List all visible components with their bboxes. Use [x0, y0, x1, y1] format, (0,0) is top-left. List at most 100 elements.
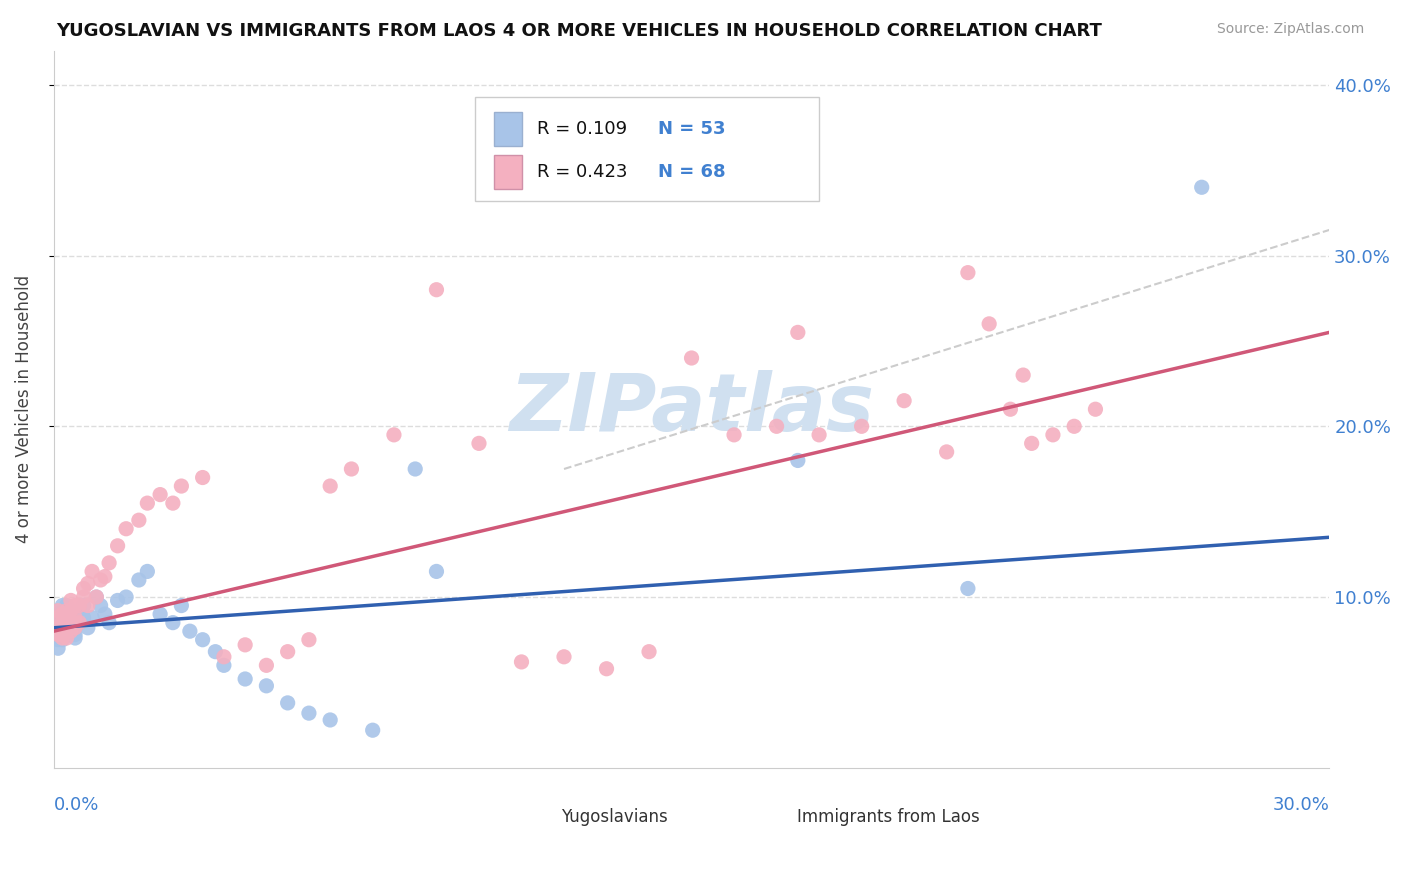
Point — [277, 696, 299, 710]
Point — [851, 419, 873, 434]
Point — [98, 615, 121, 630]
Point — [55, 604, 77, 618]
Text: N = 53: N = 53 — [658, 120, 725, 138]
Point — [51, 615, 73, 630]
Point — [254, 658, 277, 673]
Point — [82, 610, 104, 624]
Point — [51, 607, 73, 621]
Point — [191, 470, 214, 484]
Text: R = 0.109: R = 0.109 — [537, 120, 627, 138]
Point — [46, 624, 69, 639]
Point — [90, 599, 112, 613]
Y-axis label: 4 or more Vehicles in Household: 4 or more Vehicles in Household — [15, 275, 32, 543]
Point — [67, 604, 90, 618]
Point — [51, 599, 73, 613]
Point — [162, 615, 184, 630]
Text: 0.0%: 0.0% — [53, 797, 100, 814]
Point — [98, 556, 121, 570]
Point — [170, 479, 193, 493]
Point — [956, 266, 979, 280]
Point — [425, 565, 447, 579]
Point — [59, 604, 82, 618]
Point — [55, 604, 77, 618]
Point — [59, 614, 82, 628]
Point — [361, 723, 384, 738]
Point — [1042, 427, 1064, 442]
Point — [277, 645, 299, 659]
Point — [404, 462, 426, 476]
Text: Source: ZipAtlas.com: Source: ZipAtlas.com — [1216, 22, 1364, 37]
Point — [786, 453, 808, 467]
Point — [893, 393, 915, 408]
Point — [86, 590, 108, 604]
Point — [638, 645, 661, 659]
Text: YUGOSLAVIAN VS IMMIGRANTS FROM LAOS 4 OR MORE VEHICLES IN HOUSEHOLD CORRELATION : YUGOSLAVIAN VS IMMIGRANTS FROM LAOS 4 OR… — [56, 22, 1102, 40]
Text: 30.0%: 30.0% — [1272, 797, 1329, 814]
Text: Immigrants from Laos: Immigrants from Laos — [797, 807, 980, 825]
Point — [723, 427, 745, 442]
Point — [1084, 402, 1107, 417]
Point — [319, 713, 342, 727]
Point — [76, 621, 98, 635]
Point — [765, 419, 787, 434]
Text: N = 68: N = 68 — [658, 163, 725, 181]
Point — [94, 569, 117, 583]
Point — [128, 513, 150, 527]
Point — [46, 621, 69, 635]
Point — [59, 624, 82, 639]
Point — [179, 624, 201, 639]
Point — [1012, 368, 1035, 382]
Point — [468, 436, 491, 450]
FancyBboxPatch shape — [494, 112, 522, 146]
Point — [72, 610, 94, 624]
Point — [340, 462, 363, 476]
Point — [59, 624, 82, 639]
FancyBboxPatch shape — [494, 154, 522, 189]
Point — [55, 621, 77, 635]
Point — [46, 607, 69, 621]
Point — [46, 610, 69, 624]
Point — [162, 496, 184, 510]
Point — [786, 326, 808, 340]
Point — [136, 565, 159, 579]
Point — [319, 479, 342, 493]
Point — [1063, 419, 1085, 434]
Point — [115, 522, 138, 536]
Point — [298, 632, 321, 647]
FancyBboxPatch shape — [762, 802, 790, 830]
Point — [107, 593, 129, 607]
Point — [979, 317, 1001, 331]
Point — [212, 658, 235, 673]
Point — [808, 427, 831, 442]
Point — [935, 445, 957, 459]
Point — [136, 496, 159, 510]
Point — [204, 645, 226, 659]
Point — [67, 615, 90, 630]
Point — [63, 621, 86, 635]
Text: R = 0.423: R = 0.423 — [537, 163, 627, 181]
FancyBboxPatch shape — [526, 802, 554, 830]
Point — [1000, 402, 1022, 417]
FancyBboxPatch shape — [475, 97, 820, 202]
Point — [115, 590, 138, 604]
Point — [51, 610, 73, 624]
Point — [55, 621, 77, 635]
Point — [382, 427, 405, 442]
Point — [72, 582, 94, 596]
Point — [63, 607, 86, 621]
Point — [51, 632, 73, 647]
Point — [128, 573, 150, 587]
Point — [956, 582, 979, 596]
Point — [46, 641, 69, 656]
Point — [212, 649, 235, 664]
Point — [51, 624, 73, 639]
Point — [55, 631, 77, 645]
Point — [51, 624, 73, 639]
Point — [233, 638, 256, 652]
Point — [46, 627, 69, 641]
Point — [59, 604, 82, 618]
Point — [107, 539, 129, 553]
Point — [1021, 436, 1043, 450]
Point — [170, 599, 193, 613]
Point — [86, 590, 108, 604]
